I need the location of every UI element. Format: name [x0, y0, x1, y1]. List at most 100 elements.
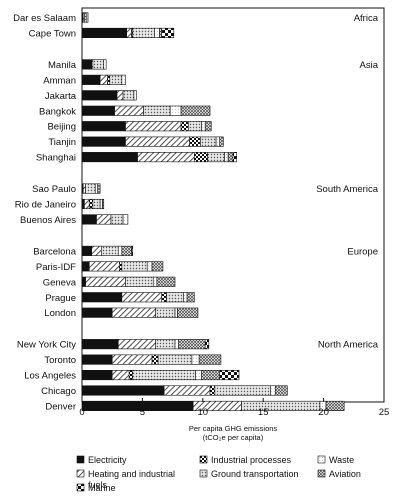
- bar-chicago-aviation: [274, 385, 288, 396]
- bar-toronto-ground-transportation: [157, 354, 193, 365]
- city-label-london: London: [44, 308, 76, 319]
- region-label-south-america: South America: [316, 184, 378, 195]
- bar-toronto-heating-and-industrial-fuels: [111, 354, 153, 365]
- bar-new-york-city-heating-and-industrial-fuels: [117, 339, 156, 350]
- bar-prague-waste: [183, 292, 188, 303]
- bar-tianjin-waste: [215, 136, 221, 147]
- bar-bangkok-waste: [169, 105, 182, 116]
- legend-swatch-industrial-processes: [199, 455, 208, 464]
- bar-amman-ground-transportation: [109, 74, 123, 85]
- city-label-tianjin: Tianjin: [48, 137, 76, 148]
- city-label-manila: Manila: [48, 60, 77, 71]
- legend-swatch-electricity: [76, 455, 85, 464]
- bar-geneva-heating-and-industrial-fuels: [85, 276, 126, 287]
- city-label-geneva: Geneva: [43, 277, 77, 288]
- bar-london-heating-and-industrial-fuels: [111, 307, 156, 318]
- bar-dar-es-salaam-ground-transportation: [84, 12, 88, 23]
- bar-new-york-city-electricity: [81, 339, 119, 350]
- city-label-cape-town: Cape Town: [29, 28, 76, 39]
- bar-sao-paulo-ground-transportation: [85, 183, 96, 194]
- bar-chicago-heating-and-industrial-fuels: [163, 385, 211, 396]
- x-tick-label: 5: [140, 407, 145, 418]
- bar-cape-town-heating-and-industrial-fuels: [126, 27, 132, 39]
- bar-paris-idf-heating-and-industrial-fuels: [88, 261, 120, 272]
- bar-london-aviation: [177, 307, 199, 318]
- bar-cape-town-electricity: [81, 27, 127, 39]
- bar-paris-idf-industrial-processes: [119, 261, 123, 272]
- bar-sao-paulo-aviation: [97, 183, 101, 194]
- bar-los-angeles-marine: [219, 369, 240, 381]
- bar-geneva-aviation: [156, 276, 176, 287]
- city-label-bangkok: Bangkok: [39, 106, 76, 117]
- legend-swatch-marine: [76, 483, 85, 492]
- bar-cape-town-ground-transportation: [132, 27, 155, 39]
- bar-shanghai-marine: [232, 152, 237, 163]
- bar-london-electricity: [81, 307, 113, 318]
- x-tick-label: 25: [379, 407, 390, 418]
- legend-label-waste: Waste: [329, 455, 354, 465]
- city-label-buenos-aires: Buenos Aires: [20, 215, 76, 226]
- bar-rio-de-janeiro-waste: [99, 198, 103, 210]
- city-label-rio-de-janeiro: Rio de Janeiro: [15, 200, 76, 211]
- city-label-jakarta: Jakarta: [45, 91, 77, 102]
- legend-label-ground-transportation: Ground transportation: [211, 469, 299, 479]
- bar-toronto-aviation: [198, 354, 222, 365]
- region-label-asia: Asia: [360, 60, 379, 71]
- bar-los-angeles-electricity: [81, 369, 113, 381]
- bar-rio-de-janeiro-heating-and-industrial-fuels: [84, 198, 90, 210]
- legend-label-marine: Marine: [88, 483, 116, 493]
- x-axis-title: Per capita GHG emissions: [189, 424, 278, 433]
- bar-beijing-aviation: [204, 121, 212, 132]
- x-axis-units: (tCO₂e per capita): [203, 433, 264, 442]
- city-label-prague: Prague: [45, 293, 76, 304]
- bar-geneva-electricity: [81, 276, 86, 287]
- x-tick-label: 20: [318, 407, 329, 418]
- x-axis-ticks: 0 5 10 15 20 25: [79, 398, 389, 418]
- bar-beijing-heating-and-industrial-fuels: [125, 121, 182, 132]
- bar-barcelona-waste: [117, 245, 123, 256]
- bar-jakarta-waste: [133, 90, 137, 101]
- bar-prague-industrial-processes: [161, 292, 167, 303]
- bar-denver-aviation: [325, 400, 345, 412]
- bar-prague-ground-transportation: [166, 292, 184, 303]
- legend-swatch-heating-and-industrial-fuels: [76, 469, 85, 478]
- bar-paris-idf-ground-transportation: [121, 261, 148, 272]
- legend: Electricity Industrial processes Waste Heat…: [76, 455, 361, 493]
- legend-label-heating-and-industrial-fuels: fuels: [88, 480, 108, 490]
- bar-geneva-ground-transportation: [125, 276, 154, 287]
- region-label-north-america: North America: [318, 340, 379, 351]
- bar-prague-electricity: [81, 292, 123, 303]
- bar-chicago-electricity: [81, 385, 165, 396]
- bar-amman-waste: [121, 74, 126, 85]
- bar-shanghai-ground-transportation: [207, 152, 225, 163]
- bar-sao-paulo-heating-and-industrial-fuels: [82, 183, 86, 194]
- bar-beijing-ground-transportation: [188, 121, 202, 132]
- bar-shanghai-waste: [224, 152, 229, 163]
- x-tick-label: 10: [198, 407, 209, 418]
- bar-tianjin-aviation: [219, 136, 224, 147]
- bar-jakarta-heating-and-industrial-fuels: [116, 90, 124, 101]
- bar-chicago-waste: [270, 385, 276, 396]
- bar-los-angeles-heating-and-industrial-fuels: [111, 369, 130, 381]
- bar-beijing-industrial-processes: [180, 121, 189, 132]
- bar-chicago-industrial-processes: [209, 385, 216, 396]
- bar-los-angeles-industrial-processes: [128, 369, 134, 381]
- bar-jakarta-ground-transportation: [122, 90, 135, 101]
- bar-cape-town-aviation: [159, 27, 163, 39]
- bar-london-ground-transportation: [155, 307, 176, 318]
- bar-chicago-ground-transportation: [214, 385, 271, 396]
- bar-prague-heating-and-industrial-fuels: [121, 292, 163, 303]
- bar-los-angeles-ground-transportation: [132, 369, 196, 381]
- legend-label-aviation: Aviation: [329, 469, 361, 479]
- region-labels: Africa Asia South America Europe North Ameri…: [316, 13, 379, 351]
- bar-paris-idf-electricity: [81, 261, 90, 272]
- bar-bangkok-heating-and-industrial-fuels: [114, 105, 144, 116]
- bar-barcelona-ground-transportation: [101, 245, 119, 256]
- city-label-dar-es-salaam: Dar es Salaam: [13, 13, 76, 24]
- bar-london-waste: [174, 307, 178, 318]
- bar-jakarta-electricity: [81, 90, 118, 101]
- bar-paris-idf-aviation: [151, 261, 164, 272]
- bar-rio-de-janeiro-industrial-processes: [88, 198, 94, 210]
- bar-shanghai-electricity: [81, 152, 138, 163]
